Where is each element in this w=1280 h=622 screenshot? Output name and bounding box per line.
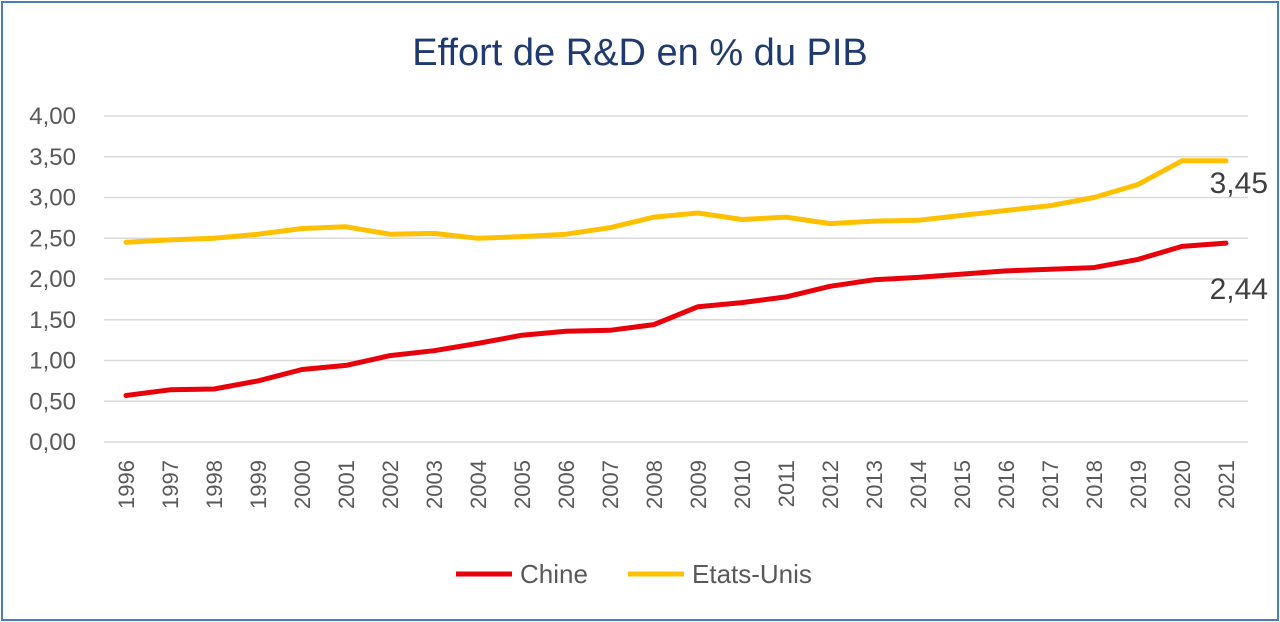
x-tick-label: 2017 — [1038, 460, 1063, 509]
y-tick-label: 0,00 — [29, 429, 76, 456]
y-tick-label: 1,00 — [29, 348, 76, 375]
x-tick-label: 2008 — [642, 460, 667, 509]
series-line-etats-unis — [123, 158, 1229, 245]
x-tick-label: 2010 — [730, 460, 755, 509]
x-tick-label: 2001 — [334, 460, 359, 509]
x-axis-ticks: 1996 1997 1998 1999 2000 2001 2002 2003 2004 2005… — [114, 460, 1239, 509]
x-tick-label: 2015 — [950, 460, 975, 509]
x-tick-label: 2005 — [510, 460, 535, 509]
legend: Chine Etats-Unis — [456, 559, 812, 589]
x-tick-label: 2018 — [1082, 460, 1107, 509]
chart-title: Effort de R&D en % du PIB — [412, 32, 868, 74]
x-tick-label: 1996 — [114, 460, 139, 509]
x-tick-label: 1997 — [158, 460, 183, 509]
data-labels: 2,44 3,45 — [1210, 167, 1268, 306]
y-tick-label: 3,50 — [29, 144, 76, 171]
x-tick-label: 1998 — [202, 460, 227, 509]
legend-label: Chine — [520, 559, 588, 589]
x-tick-label: 2007 — [598, 460, 623, 509]
x-tick-label: 2013 — [862, 460, 887, 509]
x-tick-label: 2016 — [994, 460, 1019, 509]
x-tick-label: 2014 — [906, 460, 931, 509]
y-tick-label: 2,00 — [29, 266, 76, 293]
x-tick-label: 2004 — [466, 460, 491, 509]
data-label: 3,45 — [1210, 167, 1268, 200]
grid-layer — [104, 115, 1248, 443]
x-tick-label: 2002 — [378, 460, 403, 509]
y-tick-label: 3,00 — [29, 185, 76, 212]
y-tick-label: 1,50 — [29, 307, 76, 334]
x-tick-label: 2019 — [1126, 460, 1151, 509]
x-tick-label: 2006 — [554, 460, 579, 509]
series-line-chine — [123, 240, 1229, 398]
data-label: 2,44 — [1210, 273, 1268, 306]
y-axis-ticks: 0,00 0,50 1,00 1,50 2,00 2,50 3,00 3,50 4,00 — [29, 103, 76, 456]
y-tick-label: 4,00 — [29, 103, 76, 130]
series-layer — [123, 158, 1229, 398]
x-tick-label: 2009 — [686, 460, 711, 509]
x-tick-label: 2003 — [422, 460, 447, 509]
y-tick-label: 0,50 — [29, 388, 76, 415]
x-tick-label: 2021 — [1214, 460, 1239, 509]
x-tick-label: 2000 — [290, 460, 315, 509]
y-tick-label: 2,50 — [29, 225, 76, 252]
x-tick-label: 1999 — [246, 460, 271, 509]
legend-label: Etats-Unis — [692, 559, 812, 589]
x-tick-label: 2012 — [818, 460, 843, 509]
x-tick-label: 2020 — [1170, 460, 1195, 509]
x-tick-label: 2011 — [774, 460, 799, 507]
